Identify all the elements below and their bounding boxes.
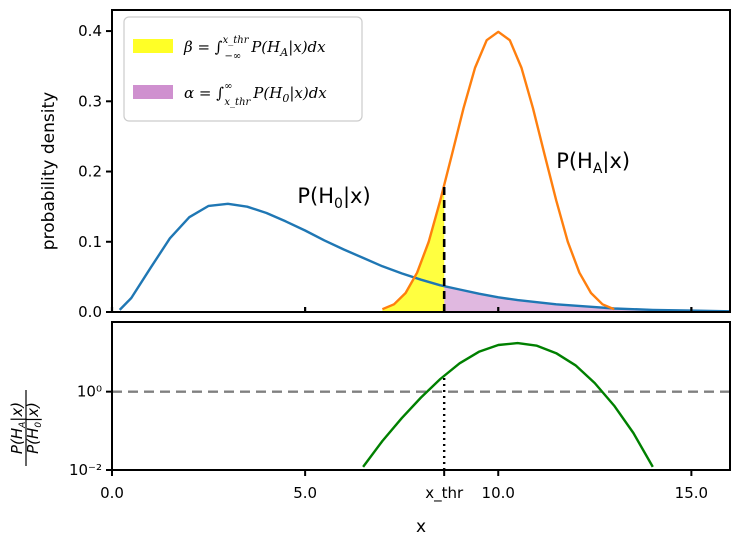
top-axes-frame (111, 9, 731, 313)
bottom-y-tick-label: 10⁻² (69, 461, 102, 479)
bottom-panel: 10⁻² 10⁰ 0.0 5.0 x_thr 10.0 15.0 x P(HA|x) P(… (8, 321, 731, 537)
top-y-tick-label: 0.2 (78, 163, 102, 181)
beta-fill (382, 185, 445, 312)
bottom-x-tick-label: 10.0 (482, 484, 515, 502)
svg-text:P(H0|x): P(H0|x) (24, 402, 44, 454)
bottom-x-ticks: 0.0 5.0 x_thr 10.0 15.0 (100, 470, 708, 503)
legend-box (123, 16, 363, 122)
x-axis-label: x (416, 517, 426, 537)
legend-swatch-beta (133, 39, 173, 53)
series-line-ratio (362, 341, 654, 468)
top-y-ticks: 0.0 0.1 0.2 0.3 0.4 (78, 22, 112, 321)
bottom-x-tick-label: 0.0 (100, 484, 124, 502)
legend: β = ∫x_thr −∞P(HA|x)dx α = ∫∞ x_thrP(H0|x)… (123, 16, 363, 122)
alpha-fill (444, 286, 730, 312)
curve-label-ha: P(HA|x) (556, 149, 630, 177)
bottom-y-tick-label: 10⁰ (77, 383, 102, 401)
top-y-tick-label: 0.3 (78, 92, 102, 110)
bottom-x-tick-label: 5.0 (293, 484, 317, 502)
bottom-x-tick-label: x_thr (425, 484, 464, 503)
legend-swatch-alpha (133, 85, 173, 99)
top-panel: 0.0 0.1 0.2 0.3 0.4 probability density P(H0… (39, 9, 731, 321)
bottom-x-tick-label: 15.0 (675, 484, 708, 502)
series-line-h0 (118, 202, 731, 313)
top-y-tick-label: 0.4 (78, 22, 102, 40)
top-y-tick-label: 0.1 (78, 233, 102, 251)
bottom-y-axis-label: P(HA|x) P(H0|x) (8, 390, 44, 466)
top-y-tick-label: 0.0 (78, 303, 102, 321)
svg-text:P(HA|x): P(HA|x) (8, 402, 28, 454)
series-line-ha (381, 30, 615, 311)
top-y-axis-label: probability density (39, 92, 59, 250)
bottom-y-ticks: 10⁻² 10⁰ (69, 383, 112, 479)
bottom-axes-frame (111, 321, 731, 471)
curve-label-h0: P(H0|x) (297, 184, 370, 212)
